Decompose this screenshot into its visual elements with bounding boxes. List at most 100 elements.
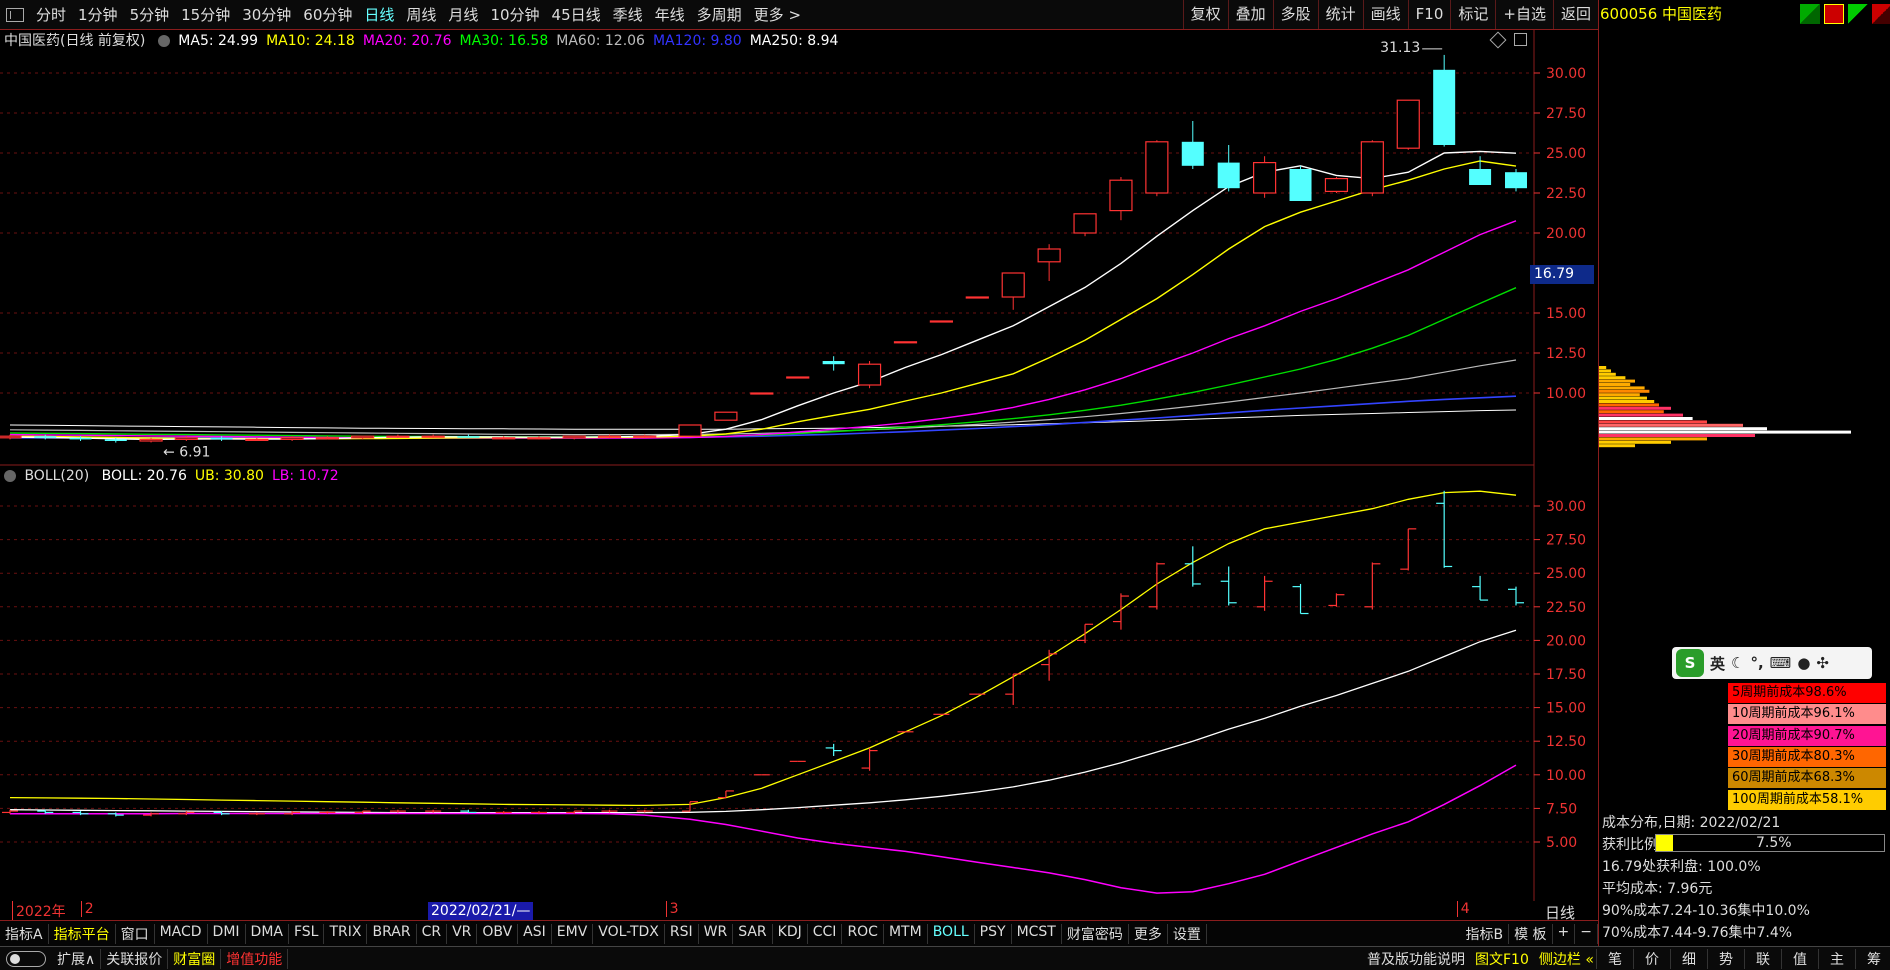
indicator-tab-10[interactable]: VR xyxy=(447,924,478,944)
side-tab-4[interactable]: 联 xyxy=(1744,948,1781,969)
indicator-tab-26[interactable]: 更多 xyxy=(1129,924,1168,944)
candle-body-6 xyxy=(210,437,233,440)
period-tab-0[interactable]: 分时 xyxy=(36,6,67,24)
period-tab-7[interactable]: 周线 xyxy=(406,6,437,24)
ime-language[interactable]: 英 xyxy=(1710,654,1726,673)
ma-toggle-icon[interactable] xyxy=(157,35,170,47)
period-tab-9[interactable]: 10分钟 xyxy=(490,6,540,24)
side-tab-2[interactable]: 细 xyxy=(1670,948,1707,969)
cost-legend-row-2: 20周期前成本90.7% xyxy=(1728,725,1886,746)
indicator-tab-2[interactable]: 窗口 xyxy=(116,924,155,944)
status-left-3[interactable]: 增值功能 xyxy=(221,948,289,969)
indicator-tab-24[interactable]: MCST xyxy=(1012,924,1062,944)
toolbar-button-5[interactable]: F10 xyxy=(1407,0,1451,29)
candle-body-12 xyxy=(421,435,445,438)
indicator-tab-18[interactable]: KDJ xyxy=(773,924,808,944)
flag-arrow-icon[interactable] xyxy=(1848,4,1868,24)
side-tab-0[interactable]: 笔 xyxy=(1596,948,1633,969)
side-tab-5[interactable]: 值 xyxy=(1781,948,1818,969)
side-tab-3[interactable]: 势 xyxy=(1707,948,1744,969)
period-tab-10[interactable]: 45日线 xyxy=(551,6,601,24)
period-tab-13[interactable]: 多周期 xyxy=(696,6,742,24)
status-left-2[interactable]: 财富圈 xyxy=(168,948,222,969)
status-left-0[interactable]: 扩展∧ xyxy=(52,948,102,969)
period-tab-11[interactable]: 季线 xyxy=(612,6,643,24)
boll-lb-line xyxy=(10,764,1517,894)
period-tab-3[interactable]: 15分钟 xyxy=(181,6,231,24)
moon-icon[interactable]: ☾ xyxy=(1731,654,1745,672)
toolbar-button-2[interactable]: 多股 xyxy=(1272,0,1318,29)
period-tab-5[interactable]: 60分钟 xyxy=(303,6,353,24)
side-tab-1[interactable]: 价 xyxy=(1633,948,1670,969)
boll-mid-line xyxy=(9,629,1517,814)
indicator-tab-17[interactable]: SAR xyxy=(733,924,773,944)
indicator-tab-12[interactable]: ASI xyxy=(518,924,552,944)
indicator-tab-19[interactable]: CCI xyxy=(808,924,843,944)
indicator-tab-4[interactable]: DMI xyxy=(208,924,246,944)
indicator-tab-27[interactable]: 设置 xyxy=(1168,924,1207,944)
toolbar-button-6[interactable]: 标记 xyxy=(1450,0,1495,29)
period-tab-1[interactable]: 1分钟 xyxy=(78,6,118,24)
indicator-tab-7[interactable]: TRIX xyxy=(324,924,368,944)
period-tab-2[interactable]: 5分钟 xyxy=(129,6,170,24)
period-tab-4[interactable]: 30分钟 xyxy=(242,6,292,24)
status-btn-0[interactable]: 图文F10 xyxy=(1475,951,1529,968)
user-icon[interactable]: ● xyxy=(1797,654,1811,672)
main-y-label-4: 20.00 xyxy=(1546,226,1586,242)
ma60-line xyxy=(9,359,1517,436)
price-chart[interactable]: 30.00 27.50 25.00 22.50 20.00 15.00 12.50 10.00… xyxy=(0,30,1598,901)
indicator-tab-0[interactable]: 指标A xyxy=(0,924,49,944)
chip-bar-15 xyxy=(1599,417,1693,420)
flag-green-icon[interactable] xyxy=(1800,4,1820,24)
side-tab-6[interactable]: 主 xyxy=(1818,948,1855,969)
feature-note-link[interactable]: 普及版功能说明 xyxy=(1367,951,1465,968)
toolbar-button-7[interactable]: +自选 xyxy=(1495,0,1553,29)
ime-toolbar[interactable]: S 英 ☾ °, ⌨ ● ✣ xyxy=(1672,647,1872,679)
indicator-tab-3[interactable]: MACD xyxy=(155,924,208,944)
flag-red-icon[interactable] xyxy=(1824,4,1844,24)
indicator-right-3[interactable]: − xyxy=(1575,924,1598,944)
indicator-tab-16[interactable]: WR xyxy=(699,924,734,944)
toolbar-button-3[interactable]: 统计 xyxy=(1317,0,1363,29)
cost-line-3: 90%成本7.24-10.36集中10.0% xyxy=(1602,903,1810,919)
indicator-tab-22[interactable]: BOLL xyxy=(928,924,975,944)
indicator-tab-25[interactable]: 财富密码 xyxy=(1062,924,1129,944)
punct-icon[interactable]: °, xyxy=(1750,654,1764,672)
indicator-tab-14[interactable]: VOL-TDX xyxy=(593,924,665,944)
boll-toggle-icon[interactable] xyxy=(4,470,16,482)
candle-body-0 xyxy=(0,435,22,439)
indicator-tab-5[interactable]: DMA xyxy=(246,924,289,944)
boll-y-label-10: 5.00 xyxy=(1546,835,1577,851)
period-tab-6[interactable]: 日线 xyxy=(364,6,395,24)
toolbar-button-1[interactable]: 叠加 xyxy=(1227,0,1273,29)
indicator-tab-20[interactable]: ROC xyxy=(842,924,884,944)
toolbar-button-0[interactable]: 复权 xyxy=(1182,0,1228,29)
main-y-label-3: 22.50 xyxy=(1546,186,1586,202)
indicator-right-1[interactable]: 模 板 xyxy=(1509,924,1553,944)
chart-window-icon[interactable] xyxy=(1514,33,1527,46)
indicator-right-0[interactable]: 指标B xyxy=(1460,924,1510,944)
indicator-tab-11[interactable]: OBV xyxy=(477,924,519,944)
indicator-tab-21[interactable]: MTM xyxy=(884,924,928,944)
keyboard-icon[interactable]: ⌨ xyxy=(1769,654,1792,672)
toolbar-button-4[interactable]: 画线 xyxy=(1362,0,1408,29)
indicator-tab-9[interactable]: CR xyxy=(417,924,448,944)
flag-more-icon[interactable] xyxy=(1872,4,1890,24)
indicator-tab-1[interactable]: 指标平台 xyxy=(49,924,116,944)
indicator-right-2[interactable]: + xyxy=(1553,924,1576,944)
indicator-tab-13[interactable]: EMV xyxy=(552,924,594,944)
indicator-tab-6[interactable]: FSL xyxy=(289,924,325,944)
status-left-1[interactable]: 关联报价 xyxy=(101,948,169,969)
indicator-tab-23[interactable]: PSY xyxy=(975,924,1012,944)
indicator-tab-8[interactable]: BRAR xyxy=(367,924,417,944)
period-tab-14[interactable]: 更多 > xyxy=(753,6,802,24)
toolbar-button-8[interactable]: 返回 xyxy=(1552,0,1598,29)
window-layout-icon[interactable] xyxy=(6,7,24,22)
status-btn-1[interactable]: 侧边栏 « xyxy=(1538,951,1594,968)
period-tab-12[interactable]: 年线 xyxy=(654,6,685,24)
side-tab-7[interactable]: 筹 xyxy=(1855,948,1890,969)
period-tab-8[interactable]: 月线 xyxy=(448,6,479,24)
toggle-switch-icon[interactable] xyxy=(6,950,46,967)
indicator-tab-15[interactable]: RSI xyxy=(665,924,699,944)
grid-icon[interactable]: ✣ xyxy=(1816,654,1829,672)
